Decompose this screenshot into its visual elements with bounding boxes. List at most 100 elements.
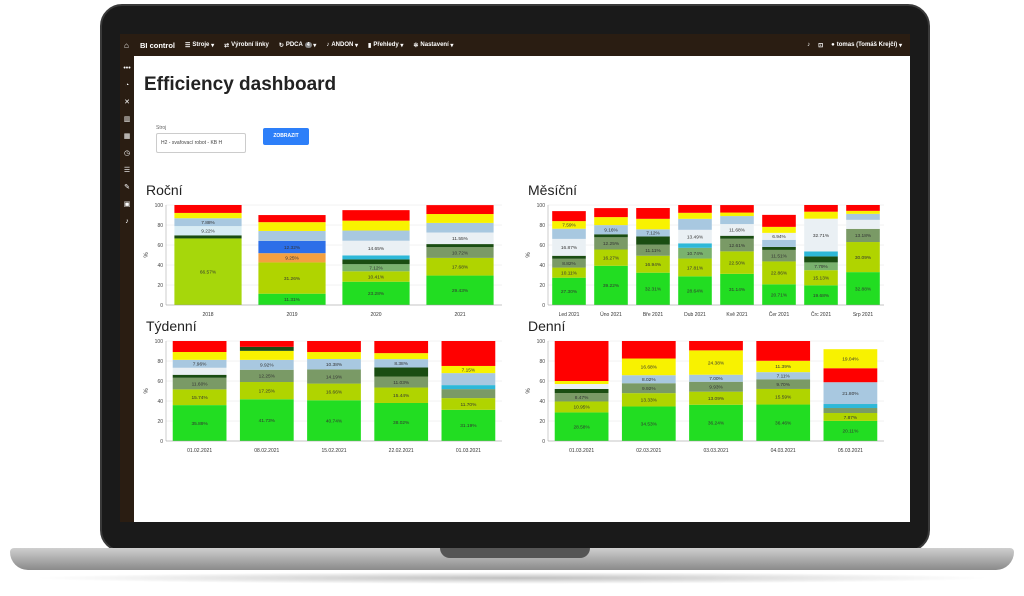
data-label: 39.22% (603, 283, 620, 289)
y-tick-label: 80 (157, 223, 163, 229)
bar-segment (554, 384, 609, 389)
x-tick-label: Čer 2021 (769, 311, 790, 318)
pie-chart-icon[interactable]: ◔ (124, 82, 130, 89)
y-axis-label: % (526, 388, 532, 394)
bar-segment (678, 229, 712, 244)
more-icon[interactable]: ••• (123, 65, 131, 72)
bar-segment (554, 401, 609, 413)
data-label: 40.74% (326, 418, 343, 424)
user-menu[interactable]: ● tomas (Tomáš Krejčí) ▾ (831, 42, 902, 49)
nav-andon[interactable]: ♪ ANDON ▾ (326, 42, 359, 49)
user-name: tomas (Tomáš Krejčí) (836, 42, 898, 48)
bar-segment (678, 212, 712, 219)
cycle-icon: ↻ (278, 42, 284, 49)
bar-segment (342, 230, 410, 241)
notification-icon[interactable]: ♪ (807, 42, 811, 48)
data-label: 16.94% (645, 262, 662, 268)
y-tick-label: 0 (542, 439, 545, 445)
data-label: 11.68% (729, 228, 746, 234)
nav-vyrobni-linky[interactable]: ⇄ Výrobní linky (224, 42, 269, 49)
bar-segment (174, 212, 242, 219)
top-navbar: ⌂ BI control ☰ Stroje ▾ ⇄ Výrobní linky ↻ P… (120, 34, 910, 56)
x-tick-label: 15.02.2021 (321, 448, 346, 454)
bar-segment (846, 210, 880, 214)
bar-segment (689, 381, 743, 392)
bar-segment (846, 205, 880, 211)
bar-segment (258, 222, 326, 231)
data-label: 7.15% (462, 367, 476, 373)
clock-icon[interactable]: ◷ (123, 150, 131, 157)
laptop-notch (440, 548, 590, 558)
data-label: 11.11% (645, 248, 661, 254)
bar-segment (554, 341, 609, 381)
bar-segment (239, 346, 294, 351)
home-icon[interactable]: ⌂ (124, 40, 129, 50)
stacked-bar-chart: 0 20 40 60 80 100% 28.58% 10.95% 8.47% 01.03.2021… (526, 339, 884, 454)
columns-icon[interactable]: ▥ (123, 116, 131, 123)
bar-segment (426, 275, 494, 305)
y-axis-label: % (144, 252, 150, 258)
brand[interactable]: BI control (140, 40, 175, 50)
bar-segment (307, 369, 361, 384)
nav-stroje[interactable]: ☰ Stroje ▾ (185, 42, 215, 49)
screen: ⌂ BI control ☰ Stroje ▾ ⇄ Výrobní linky ↻ P… (120, 34, 910, 522)
data-label: 9.22% (201, 229, 215, 235)
data-label: 36.46% (775, 421, 792, 427)
bar-segment (594, 208, 628, 218)
bar-segment (552, 255, 586, 259)
bar-segment (678, 247, 712, 259)
bar-segment (762, 214, 796, 227)
bar-segment (720, 212, 754, 217)
data-label: 8.38% (394, 361, 408, 367)
y-tick-label: 20 (157, 283, 163, 289)
tools-icon[interactable]: ✎ (124, 184, 130, 191)
y-tick-label: 80 (539, 359, 545, 365)
data-label: 66.57% (200, 270, 217, 276)
data-label: 31.14% (729, 287, 746, 293)
data-label: 11.03% (393, 380, 410, 386)
data-label: 28.64% (687, 288, 704, 294)
link-icon[interactable]: ✕ (124, 99, 130, 106)
bar-segment (804, 211, 838, 219)
page-title: Efficiency dashboard (144, 74, 337, 95)
x-tick-label: Úno 2021 (600, 311, 622, 318)
chart-title-mesicni: Měsíční (528, 182, 578, 198)
bar-segment (552, 221, 586, 229)
x-tick-label: 01.02.2021 (187, 448, 212, 454)
bar-segment (374, 341, 429, 354)
list-icon[interactable]: ☰ (123, 167, 131, 174)
nav-nastaveni[interactable]: ✲ Nastavení ▾ (413, 42, 454, 49)
bar-segment (756, 372, 811, 380)
nav-label: ANDON (331, 42, 354, 48)
data-label: 9.16% (604, 227, 618, 233)
data-label: 10.72% (452, 250, 469, 256)
data-label: 7.11% (777, 373, 791, 379)
bar-segment (374, 353, 429, 360)
chart-title-denni: Denní (528, 318, 566, 334)
bar-segment (426, 257, 494, 276)
bar-segment (307, 383, 361, 401)
data-label: 17.68% (452, 265, 469, 271)
data-label: 31.19% (460, 423, 477, 429)
alarm-icon[interactable]: ♪ (125, 218, 129, 225)
y-tick-label: 60 (157, 379, 163, 385)
bar-segment (720, 238, 754, 252)
data-label: 23.28% (368, 291, 385, 297)
dashboard-icon[interactable]: ▣ (123, 201, 131, 208)
calendar-icon[interactable]: ▦ (123, 133, 131, 140)
bar-segment (756, 360, 811, 373)
data-label: 10.95% (573, 405, 590, 411)
nav-prehledy[interactable]: ▮ Přehledy ▾ (368, 42, 404, 49)
bar-segment (554, 393, 609, 402)
nav-pdca[interactable]: ↻ PDCA 4 ▾ (278, 42, 317, 49)
machine-select[interactable]: H2 - svařovací robot - KB H (156, 133, 246, 153)
bar-segment (804, 204, 838, 212)
bar-segment (594, 225, 628, 235)
bar-segment (823, 349, 878, 369)
lock-icon[interactable]: ⊡ (818, 42, 824, 49)
show-button[interactable]: ZOBRAZIT (263, 128, 309, 145)
bar-segment (172, 341, 227, 353)
data-label: 41.73% (259, 418, 276, 424)
bar-segment (552, 211, 586, 222)
bar-segment (678, 218, 712, 230)
